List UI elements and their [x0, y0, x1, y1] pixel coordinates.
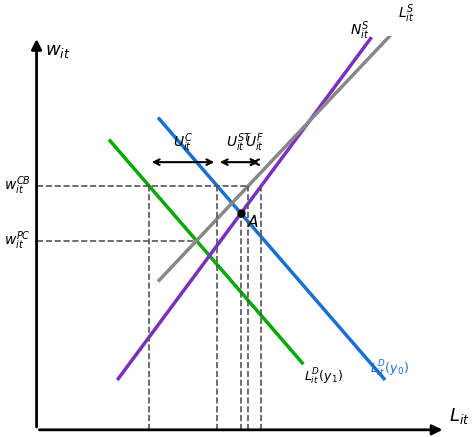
Text: $N_{it}^S$: $N_{it}^S$	[350, 20, 369, 42]
Text: $L_{it}^S$: $L_{it}^S$	[398, 3, 415, 25]
Text: $w_{it}^{PC}$: $w_{it}^{PC}$	[4, 229, 30, 252]
Text: $w_{it}^{CB}$: $w_{it}^{CB}$	[3, 174, 30, 197]
Text: $L_{it}^D(y_0)$: $L_{it}^D(y_0)$	[370, 359, 409, 379]
Text: $U_{it}^C$: $U_{it}^C$	[173, 132, 193, 154]
Text: $U_{it}^F$: $U_{it}^F$	[246, 132, 264, 154]
Text: $L_{it}^D(y_1)$: $L_{it}^D(y_1)$	[304, 367, 343, 387]
Text: $w_{it}$: $w_{it}$	[45, 42, 70, 60]
Text: $U_{it}^{ST}$: $U_{it}^{ST}$	[226, 132, 252, 154]
Text: $L_{it}$: $L_{it}$	[449, 406, 470, 426]
Text: $A$: $A$	[247, 214, 259, 230]
